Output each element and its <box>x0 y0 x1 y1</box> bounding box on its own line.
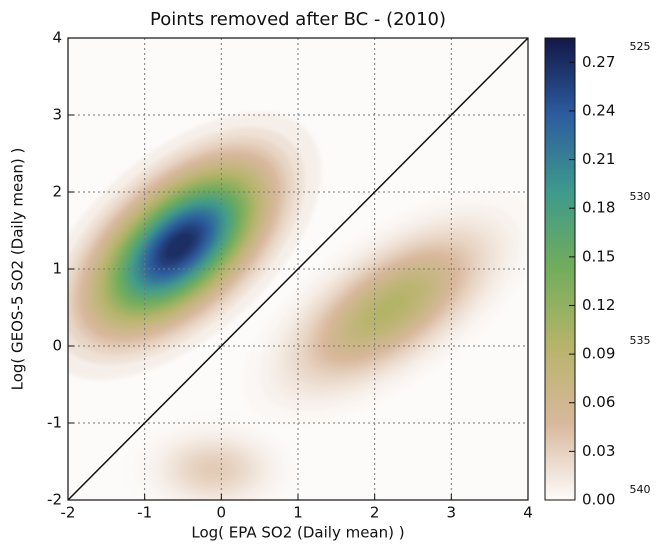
chart-title: Points removed after BC - (2010) <box>150 9 446 30</box>
margin-number: 530 <box>630 190 651 203</box>
y-tick-label: 4 <box>52 29 62 47</box>
density-mode <box>122 412 306 500</box>
y-axis-label: Log( GEOS-5 SO2 (Daily mean) ) <box>9 148 27 391</box>
y-tick-label: 3 <box>52 106 62 124</box>
colorbar-tick-label: 0.15 <box>582 247 615 265</box>
margin-number: 540 <box>630 483 651 496</box>
one-to-one-line <box>67 37 529 501</box>
x-tick-label: 2 <box>370 504 380 522</box>
colorbar-tick-label: 0.12 <box>582 296 615 314</box>
colorbar-tick-label: 0.09 <box>582 345 615 363</box>
density-level <box>164 232 194 260</box>
margin-number: 535 <box>630 334 651 347</box>
x-tick-label: 4 <box>523 504 533 522</box>
y-tick-label: -1 <box>47 414 62 432</box>
margin-number: 525 <box>630 40 651 53</box>
x-tick-label: -1 <box>137 504 152 522</box>
x-tick-label: 1 <box>293 504 303 522</box>
y-tick-label: 0 <box>52 337 62 355</box>
colorbar-tick-label: 0.06 <box>582 393 615 411</box>
colorbar-tick-label: 0.27 <box>582 53 615 71</box>
colorbar <box>544 37 576 501</box>
colorbar-tick-label: 0.03 <box>582 442 615 460</box>
colorbar-tick-label: 0.21 <box>582 150 615 168</box>
density-mode <box>68 111 322 380</box>
colorbar-tick-label: 0.18 <box>582 199 615 217</box>
x-tick-label: -2 <box>61 504 76 522</box>
x-axis-label: Log( EPA SO2 (Daily mean) ) <box>191 524 404 542</box>
density-layer <box>68 111 528 500</box>
x-tick-label: 0 <box>217 504 227 522</box>
y-tick-label: 2 <box>52 183 62 201</box>
y-tick-label: -2 <box>47 491 62 509</box>
x-tick-label: 3 <box>447 504 457 522</box>
colorbar-tick-label: 0.00 <box>582 491 615 509</box>
density-level <box>204 463 223 475</box>
density-mode <box>241 190 528 425</box>
density-level <box>375 295 405 320</box>
colorbar-tick-label: 0.24 <box>582 101 615 119</box>
y-tick-label: 1 <box>52 260 62 278</box>
